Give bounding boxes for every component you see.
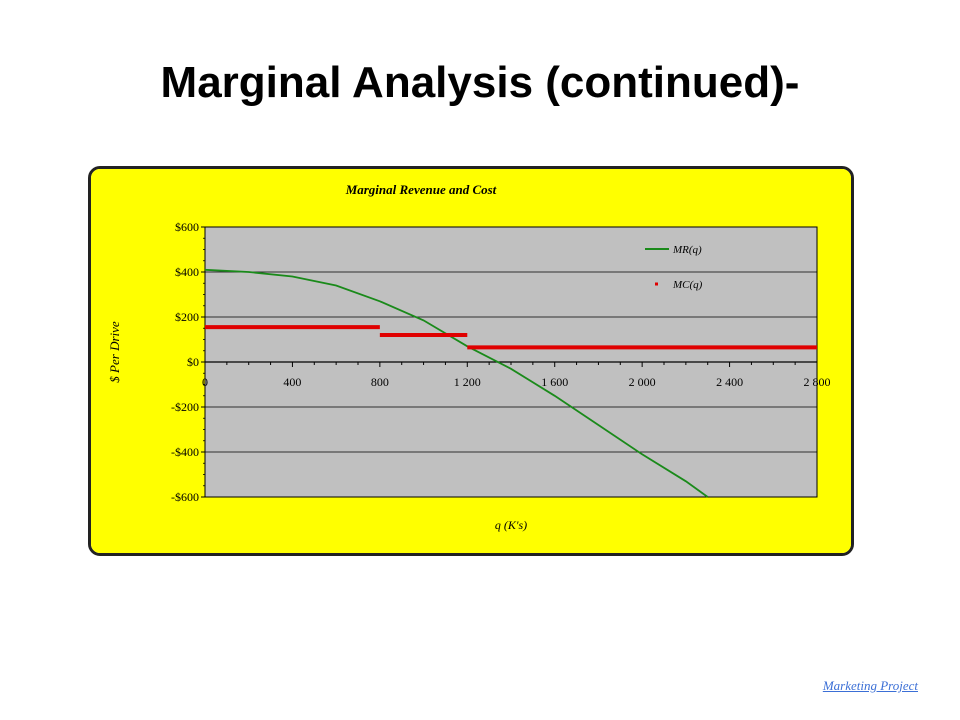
y-tick-label: $200 <box>175 310 199 324</box>
marketing-project-link[interactable]: Marketing Project <box>822 678 918 693</box>
x-tick-label: 400 <box>283 375 301 389</box>
x-axis-label: q (K's) <box>495 518 527 532</box>
legend-swatch-mc <box>655 282 658 286</box>
y-tick-label: $0 <box>187 355 199 369</box>
x-tick-label: 1 200 <box>454 375 481 389</box>
y-axis-label: $ Per Drive <box>107 321 122 383</box>
legend-label: MC(q) <box>672 279 703 291</box>
x-tick-label: 2 800 <box>804 375 831 389</box>
y-tick-label: $400 <box>175 265 199 279</box>
series-layer <box>204 268 817 498</box>
y-tick-label: -$600 <box>171 490 199 504</box>
y-tick-label: -$200 <box>171 400 199 414</box>
x-tick-label: 2 000 <box>629 375 656 389</box>
slide-title: Marginal Analysis (continued)- <box>160 58 800 107</box>
x-tick-label: 2 400 <box>716 375 743 389</box>
y-tick-label: $600 <box>175 220 199 234</box>
chart-frame: Marginal Revenue and Cost $600 $400 $200 $0… <box>88 166 854 556</box>
y-tick-label: -$400 <box>171 445 199 459</box>
chart-area: Marginal Revenue and Cost $600 $400 $200 $0… <box>91 169 851 553</box>
x-tick-label: 0 <box>202 375 208 389</box>
axes: $600 $400 $200 $0 -$200 -$400 -$600 0 400 800 1 20… <box>171 220 831 504</box>
legend: MR(q) MC(q) <box>645 244 703 291</box>
x-tick-label: 1 600 <box>541 375 568 389</box>
chart-title: Marginal Revenue and Cost <box>345 182 497 197</box>
legend-label: MR(q) <box>672 244 702 256</box>
x-tick-label: 800 <box>371 375 389 389</box>
